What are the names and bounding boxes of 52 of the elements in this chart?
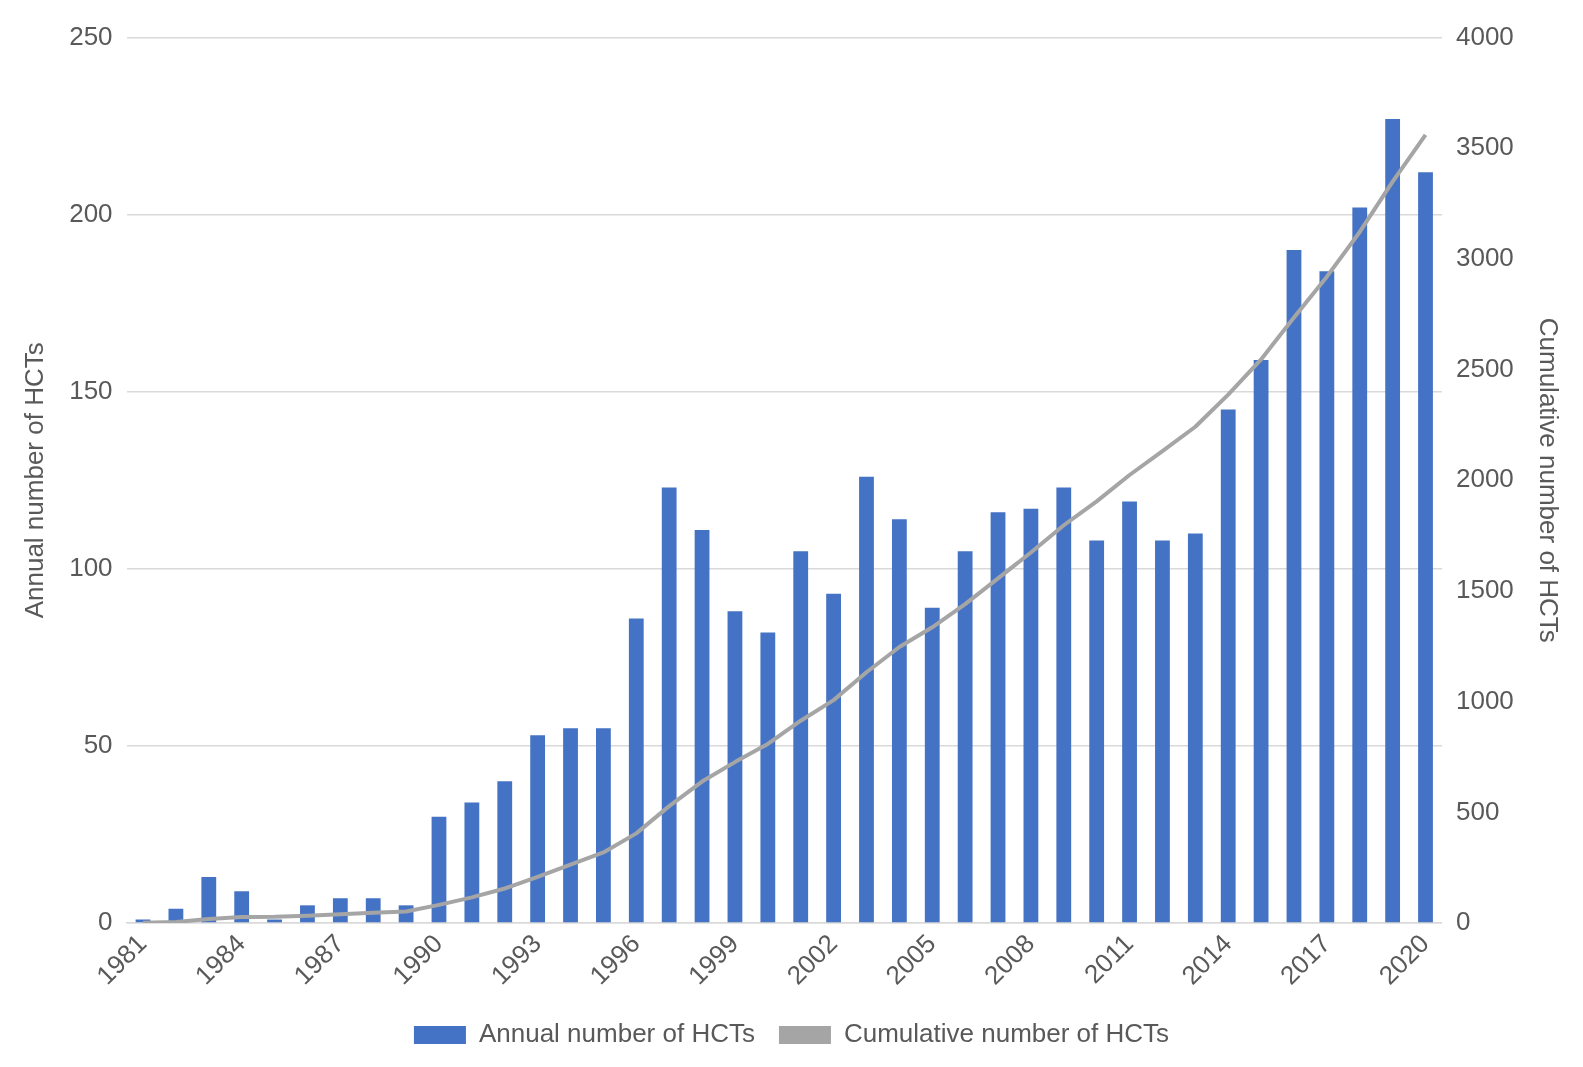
bar (431, 816, 447, 923)
bar (464, 802, 480, 923)
bar (1253, 359, 1269, 923)
bar (1056, 487, 1072, 923)
bar (1286, 250, 1302, 923)
y-tick-label: 150 (69, 374, 113, 405)
y-tick-label: 50 (83, 729, 113, 760)
bar (1122, 501, 1137, 923)
y-axis-title: Annual number of HCTs (18, 342, 49, 619)
bar (1187, 533, 1203, 923)
legend-label: Annual number of HCTs (478, 1018, 755, 1049)
bar (201, 877, 217, 923)
bar (628, 618, 644, 923)
bar (267, 919, 282, 923)
bar (957, 551, 973, 923)
bar (1418, 172, 1433, 923)
y-tick-label: 200 (69, 197, 113, 228)
y2-tick-label: 2000 (1455, 463, 1514, 494)
bar (1023, 508, 1039, 923)
bar (497, 781, 513, 923)
bar (891, 519, 907, 923)
y2-axis-title: Cumulative number of HCTs (1534, 317, 1565, 643)
y2-tick-label: 0 (1455, 906, 1471, 937)
y2-tick-label: 4000 (1455, 20, 1514, 51)
bar (1319, 271, 1335, 923)
y2-tick-label: 500 (1455, 795, 1500, 826)
bar (563, 728, 578, 923)
y-tick-label: 250 (69, 20, 113, 51)
y-tick-label: 0 (98, 906, 113, 937)
bar (760, 632, 776, 923)
bar (530, 735, 546, 923)
y2-tick-label: 3000 (1455, 242, 1514, 273)
y2-tick-label: 3500 (1455, 131, 1514, 162)
bar (826, 593, 841, 923)
bar (1089, 540, 1105, 923)
bar (1352, 207, 1368, 923)
bar (1155, 540, 1170, 923)
legend-label: Cumulative number of HCTs (843, 1018, 1170, 1049)
y2-tick-label: 1000 (1455, 684, 1514, 715)
bar (661, 487, 677, 923)
bar (1385, 119, 1401, 923)
y2-tick-label: 2500 (1455, 352, 1514, 383)
bar (990, 512, 1006, 923)
y2-tick-label: 1500 (1455, 574, 1514, 605)
y-tick-label: 100 (69, 552, 113, 583)
bar (859, 476, 874, 923)
bar (596, 728, 611, 923)
bar (727, 611, 743, 923)
bar (924, 607, 940, 923)
bar (694, 529, 710, 923)
bar (1220, 409, 1236, 923)
bar (793, 551, 809, 923)
